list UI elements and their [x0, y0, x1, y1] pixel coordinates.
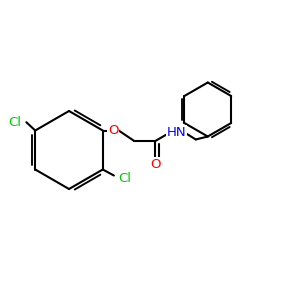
Text: HN: HN	[167, 125, 186, 139]
Text: Cl: Cl	[118, 172, 131, 185]
Text: Cl: Cl	[8, 116, 21, 129]
Text: O: O	[150, 158, 160, 171]
Text: O: O	[108, 124, 119, 137]
